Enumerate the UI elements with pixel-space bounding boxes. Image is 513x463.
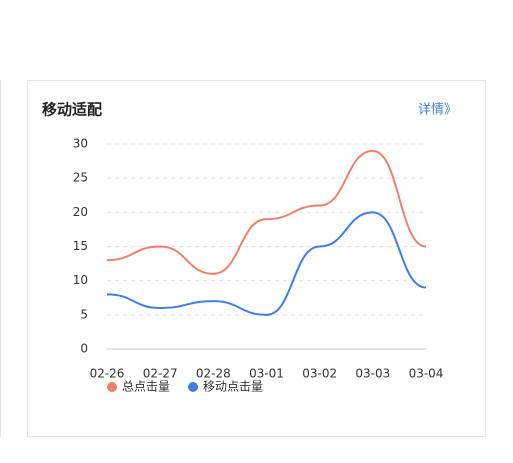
card-title: 移动适配 xyxy=(42,101,102,119)
legend-marker xyxy=(107,382,117,392)
y-tick-label: 30 xyxy=(73,137,88,151)
x-tick-label: 03-04 xyxy=(409,367,444,381)
y-tick-label: 20 xyxy=(73,205,88,219)
x-tick-label: 02-28 xyxy=(196,367,231,381)
series-line xyxy=(106,149,427,275)
x-tick-label: 03-01 xyxy=(249,367,284,381)
x-tick-label: 02-26 xyxy=(90,367,125,381)
legend-label: 移动点击量 xyxy=(203,380,263,394)
legend-label: 总点击量 xyxy=(122,380,170,394)
series-line xyxy=(106,211,427,316)
card xyxy=(27,80,486,437)
y-tick-label: 5 xyxy=(80,307,88,321)
y-tick-label: 25 xyxy=(73,171,88,185)
legend-marker xyxy=(188,382,199,392)
x-tick-label: 02-27 xyxy=(143,367,178,381)
y-tick-label: 10 xyxy=(73,273,88,287)
y-tick-label: 0 xyxy=(80,342,88,356)
y-tick-label: 15 xyxy=(73,239,88,253)
x-tick-label: 03-02 xyxy=(302,367,337,381)
details-link[interactable]: 详情》 xyxy=(418,103,457,118)
x-tick-label: 03-03 xyxy=(355,367,390,381)
